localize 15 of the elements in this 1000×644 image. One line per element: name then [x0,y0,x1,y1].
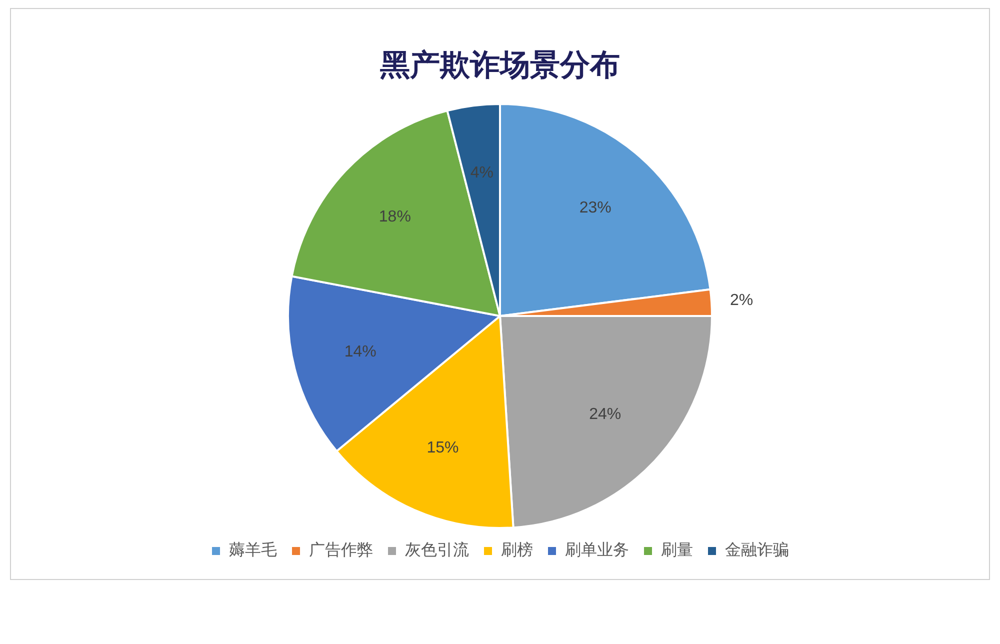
legend-label: 刷单业务 [565,540,629,560]
legend-label: 刷量 [661,540,693,560]
legend-label: 刷榜 [501,540,533,560]
data-label: 4% [470,164,494,182]
data-label: 15% [426,440,459,457]
data-label: 2% [730,292,754,310]
data-label: 23% [579,199,612,216]
data-label: 18% [378,208,411,226]
data-label: 24% [589,406,622,424]
legend-label: 灰色引流 [405,540,469,560]
legend-label: 金融诈骗 [725,540,789,560]
legend-label: 广告作弊 [309,540,373,560]
legend-label: 薅羊毛 [229,540,277,560]
data-label: 14% [344,343,376,360]
chart-title: 黑产欺诈场景分布 [380,48,620,83]
